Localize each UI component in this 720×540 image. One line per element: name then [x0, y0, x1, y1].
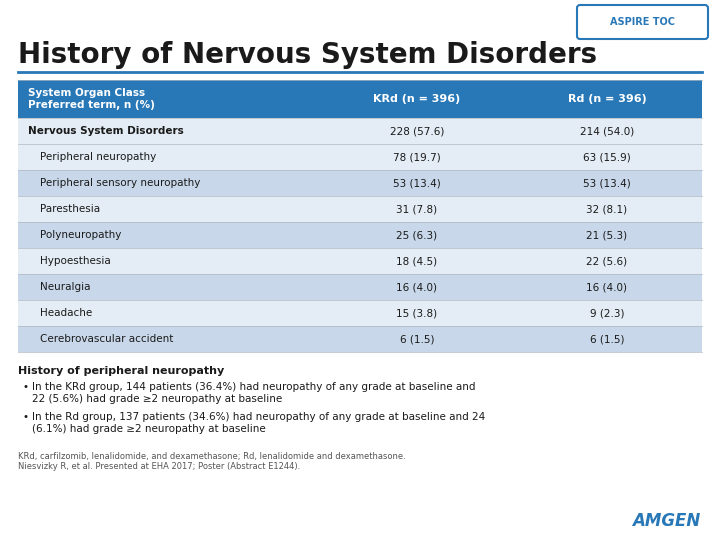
Text: 214 (54.0): 214 (54.0) — [580, 126, 634, 136]
Bar — [512, 196, 702, 222]
Bar — [18, 222, 322, 248]
Bar — [322, 144, 512, 170]
Text: 31 (7.8): 31 (7.8) — [397, 204, 438, 214]
Text: KRd (n = 396): KRd (n = 396) — [374, 94, 461, 104]
Text: System Organ Class
Preferred term, n (%): System Organ Class Preferred term, n (%) — [28, 88, 155, 110]
Text: AMGEN: AMGEN — [631, 512, 700, 530]
Text: 16 (4.0): 16 (4.0) — [397, 282, 438, 292]
Bar — [322, 196, 512, 222]
Text: Headache: Headache — [40, 308, 92, 318]
Text: •: • — [22, 382, 28, 392]
Text: KRd, carfilzomib, lenalidomide, and dexamethasone; Rd, lenalidomide and dexameth: KRd, carfilzomib, lenalidomide, and dexa… — [18, 452, 406, 471]
Text: Cerebrovascular accident: Cerebrovascular accident — [40, 334, 174, 344]
Bar — [322, 300, 512, 326]
Bar — [512, 170, 702, 196]
Text: 6 (1.5): 6 (1.5) — [590, 334, 624, 344]
Text: 9 (2.3): 9 (2.3) — [590, 308, 624, 318]
Bar — [322, 222, 512, 248]
Text: Paresthesia: Paresthesia — [40, 204, 100, 214]
Bar — [512, 274, 702, 300]
Text: Peripheral sensory neuropathy: Peripheral sensory neuropathy — [40, 178, 200, 188]
Bar — [18, 274, 322, 300]
Text: •: • — [22, 412, 28, 422]
Bar — [322, 326, 512, 352]
Text: 53 (13.4): 53 (13.4) — [583, 178, 631, 188]
Text: 53 (13.4): 53 (13.4) — [393, 178, 441, 188]
Text: Peripheral neuropathy: Peripheral neuropathy — [40, 152, 156, 162]
Bar — [512, 118, 702, 144]
Text: 16 (4.0): 16 (4.0) — [587, 282, 628, 292]
Bar — [18, 196, 322, 222]
Bar — [18, 300, 322, 326]
Bar — [18, 248, 322, 274]
Text: ASPIRE TOC: ASPIRE TOC — [610, 17, 675, 27]
Text: In the Rd group, 137 patients (34.6%) had neuropathy of any grade at baseline an: In the Rd group, 137 patients (34.6%) ha… — [32, 412, 485, 434]
Bar — [18, 170, 322, 196]
Text: History of peripheral neuropathy: History of peripheral neuropathy — [18, 366, 224, 376]
Bar — [18, 118, 322, 144]
FancyBboxPatch shape — [577, 5, 708, 39]
Bar — [18, 144, 322, 170]
Text: 63 (15.9): 63 (15.9) — [583, 152, 631, 162]
Text: 18 (4.5): 18 (4.5) — [397, 256, 438, 266]
Text: 78 (19.7): 78 (19.7) — [393, 152, 441, 162]
Bar — [512, 222, 702, 248]
Text: History of Nervous System Disorders: History of Nervous System Disorders — [18, 41, 597, 69]
Text: Neuralgia: Neuralgia — [40, 282, 91, 292]
Bar — [322, 248, 512, 274]
Bar — [512, 326, 702, 352]
Text: 22 (5.6): 22 (5.6) — [586, 256, 628, 266]
Text: 6 (1.5): 6 (1.5) — [400, 334, 434, 344]
Text: In the KRd group, 144 patients (36.4%) had neuropathy of any grade at baseline a: In the KRd group, 144 patients (36.4%) h… — [32, 382, 475, 403]
Bar — [322, 80, 512, 118]
Bar — [512, 144, 702, 170]
Text: 15 (3.8): 15 (3.8) — [397, 308, 438, 318]
Text: 21 (5.3): 21 (5.3) — [586, 230, 628, 240]
Text: 25 (6.3): 25 (6.3) — [397, 230, 438, 240]
Text: Hypoesthesia: Hypoesthesia — [40, 256, 111, 266]
Text: 32 (8.1): 32 (8.1) — [586, 204, 628, 214]
Text: Polyneuropathy: Polyneuropathy — [40, 230, 122, 240]
Bar — [322, 274, 512, 300]
Text: 228 (57.6): 228 (57.6) — [390, 126, 444, 136]
Bar — [18, 80, 322, 118]
Text: Nervous System Disorders: Nervous System Disorders — [28, 126, 184, 136]
Bar — [512, 80, 702, 118]
Bar — [512, 248, 702, 274]
Bar — [322, 170, 512, 196]
Bar — [322, 118, 512, 144]
Text: Rd (n = 396): Rd (n = 396) — [567, 94, 647, 104]
Bar — [512, 300, 702, 326]
Bar — [18, 326, 322, 352]
